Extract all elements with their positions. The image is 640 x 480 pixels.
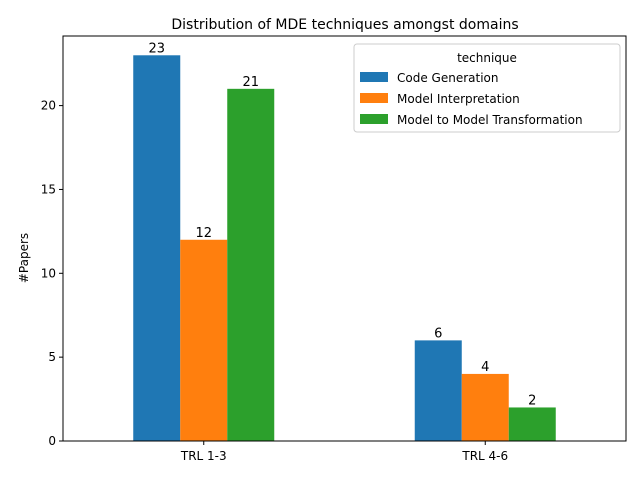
bar [227,88,275,442]
y-tick-label: 5 [48,350,56,364]
y-tick-label: 15 [41,182,56,196]
y-tick-label: 20 [41,99,56,113]
bar [508,407,556,441]
legend-swatch [360,93,388,103]
x-tick-label: TRL 4-6 [461,449,508,463]
bar [133,55,181,442]
chart-title: Distribution of MDE techniques amongst d… [171,17,518,33]
data-label: 23 [148,41,165,56]
bar [180,239,228,441]
legend-swatch [360,72,388,82]
y-axis-label: #Papers [17,233,31,283]
data-label: 6 [434,326,442,341]
legend-entry: Model to Model Transformation [397,113,583,127]
y-tick-label: 10 [41,266,56,280]
data-label: 2 [528,393,536,408]
axes-frame [62,35,627,442]
legend-box [353,43,621,133]
x-tick-label: TRL 1-3 [180,449,227,463]
legend-entry: Code Generation [397,71,498,85]
bar [414,340,462,441]
legend-title: technique [457,51,517,65]
legend: technique Code Generation Model Interpreta… [353,43,621,133]
data-label: 12 [195,226,212,241]
bar [461,373,509,441]
data-label: 21 [242,75,259,90]
data-label: 4 [481,360,489,375]
y-tick-label: 0 [48,434,56,448]
legend-entry: Model Interpretation [397,92,520,106]
legend-swatch [360,114,388,124]
